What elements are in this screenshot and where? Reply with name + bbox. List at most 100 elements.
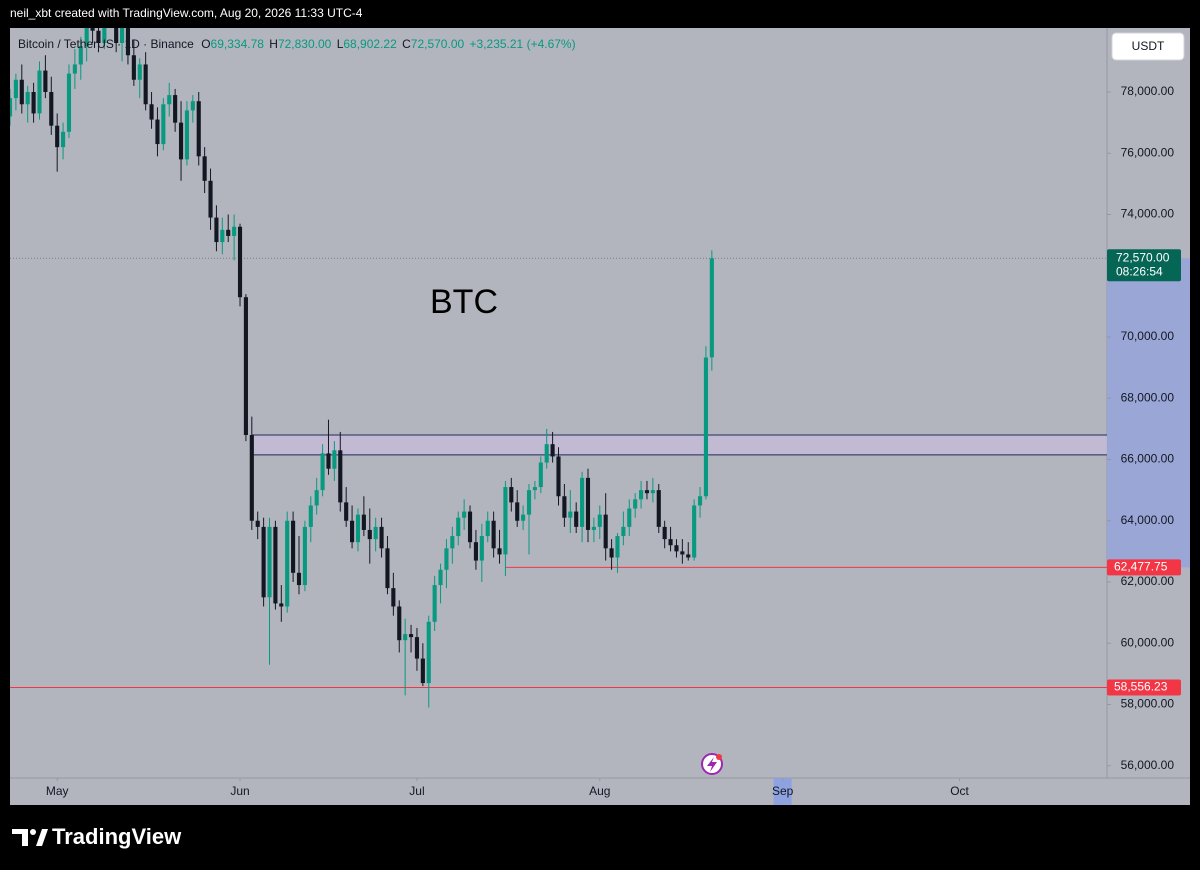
candle-body (615, 536, 620, 558)
candle-body (473, 542, 478, 561)
candle-body (674, 545, 679, 552)
candle-body (544, 444, 549, 463)
candle-body (668, 539, 673, 546)
candle-body (562, 496, 567, 518)
l-label: L (337, 37, 344, 51)
countdown: 08:26:54 (1116, 264, 1163, 278)
candle-body (444, 548, 449, 570)
y-tick-label: 76,000.00 (1121, 145, 1175, 159)
candle-body (338, 450, 343, 503)
candle-body (373, 526, 378, 540)
candle-body (426, 621, 431, 684)
candle-body (273, 526, 278, 604)
level-tag (1107, 679, 1181, 696)
candle-body (55, 125, 60, 148)
candle-body (585, 477, 591, 530)
candle-body (255, 520, 260, 527)
candle-body (568, 511, 573, 518)
logo-dot (30, 829, 36, 835)
candle-body (491, 520, 496, 549)
l-value: 68,902.22 (343, 37, 397, 51)
currency-button[interactable] (1111, 32, 1185, 61)
candle-body (391, 588, 396, 607)
c-value: 72,570.00 (411, 37, 465, 51)
header: neil_xbt created with TradingView.com, A… (10, 6, 363, 20)
candle-body (450, 536, 455, 549)
candle-body (355, 514, 361, 543)
candle-body (131, 55, 136, 80)
candle-body (597, 514, 602, 527)
candle-body (497, 548, 502, 555)
candle-body (119, 28, 125, 44)
x-tick-label: Jun (230, 784, 249, 798)
candle-body (137, 64, 142, 80)
candle-body (709, 258, 714, 358)
candle-body (102, 28, 107, 44)
level-label: 62,477.75 (1114, 560, 1168, 574)
candle-body (703, 357, 709, 497)
candle-body (10, 98, 13, 117)
candle-body (308, 505, 313, 527)
candle-body (609, 548, 614, 558)
candle-body (627, 508, 632, 527)
y-tick-label: 70,000.00 (1121, 329, 1175, 343)
candle-body (403, 634, 408, 641)
y-tick-label: 60,000.00 (1121, 635, 1175, 649)
x-tick-label: Sep (772, 784, 794, 798)
y-tick-label: 74,000.00 (1121, 207, 1175, 221)
candle-body (680, 551, 685, 555)
x-tick-label: Oct (950, 784, 969, 798)
candle-body (344, 502, 349, 521)
h-value: 72,830.00 (278, 37, 332, 51)
candle-body (692, 505, 697, 558)
candle-body (320, 453, 325, 491)
candle-body (196, 101, 201, 157)
candle-body (61, 131, 66, 148)
y-tick-label: 78,000.00 (1121, 84, 1175, 98)
candle-body (350, 520, 355, 543)
last-price-tag (1107, 249, 1181, 282)
y-tick-label: 56,000.00 (1121, 758, 1175, 772)
brand: TradingView (52, 824, 182, 849)
candle-body (114, 28, 119, 44)
candle-body (314, 490, 319, 506)
candle-body (90, 28, 95, 31)
candle-body (190, 101, 195, 111)
event-dot (716, 754, 722, 760)
candle-body (249, 435, 254, 521)
x-tick-label: May (46, 784, 69, 798)
candle-body (237, 226, 243, 298)
candle-body (414, 637, 420, 659)
legend: Bitcoin / TetherUS · 1D · Binance O69,33… (18, 37, 576, 51)
candle-body (78, 46, 83, 65)
candle-body (526, 490, 532, 515)
candle-body (503, 487, 508, 555)
candle-body (644, 490, 650, 494)
candle-body (603, 514, 608, 549)
candle-body (574, 511, 579, 527)
candle-body (650, 490, 655, 494)
o-label: O (201, 37, 210, 51)
candle-body (509, 487, 514, 503)
candle-body (485, 520, 490, 537)
y-tick-label: 62,000.00 (1121, 574, 1175, 588)
candle-body (226, 229, 231, 236)
candle-body (639, 490, 644, 500)
candle-body (432, 585, 437, 622)
candle-body (267, 526, 272, 598)
y-tick-label: 68,000.00 (1121, 390, 1175, 404)
candle-body (25, 92, 30, 105)
logo-mark (12, 829, 28, 846)
currency: USDT (1132, 39, 1165, 53)
symbol: Bitcoin / TetherUS · 1D · Binance (18, 37, 194, 51)
candle-body (556, 456, 561, 497)
candle-body (302, 526, 307, 586)
candle-body (633, 499, 638, 509)
candle-body (462, 511, 467, 518)
x-tick-label: Jul (409, 784, 424, 798)
y-tick-label: 66,000.00 (1121, 452, 1175, 466)
candle-body (367, 529, 372, 540)
candle-body (515, 502, 520, 521)
candle-body (72, 64, 77, 74)
